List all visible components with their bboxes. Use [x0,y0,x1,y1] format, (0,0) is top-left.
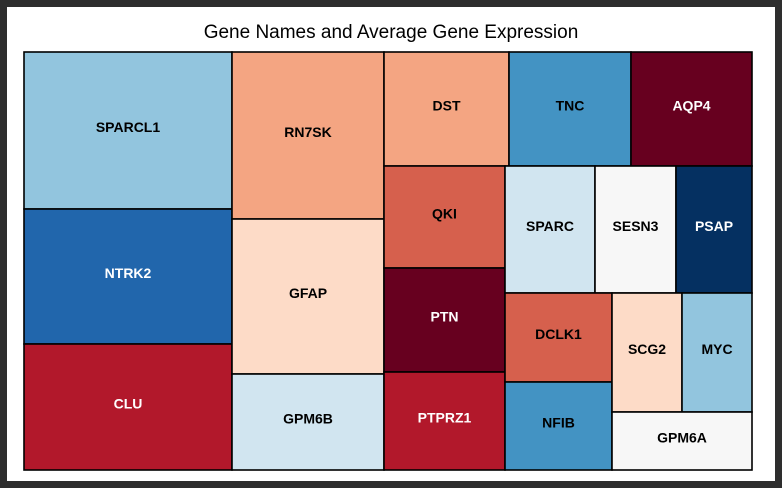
tile-rect-gpm6a [611,411,753,471]
tile-rect-clu [23,343,233,471]
tile-qki: QKI [383,165,506,269]
tile-label-gpm6b: GPM6B [283,411,333,427]
tile-ptprz1: PTPRZ1 [383,371,506,471]
tile-label-ptn: PTN [431,309,459,325]
tile-label-sparcl1: SPARCL1 [96,119,161,135]
tile-rect-gpm6b [231,373,385,471]
tile-rect-sesn3 [594,165,677,294]
tile-scg2: SCG2 [611,292,683,413]
tile-rect-psap [675,165,753,294]
tile-label-dst: DST [433,98,461,114]
tile-label-psap: PSAP [695,218,733,234]
tile-rect-scg2 [611,292,683,413]
tile-label-rn7sk: RN7SK [284,124,331,140]
tile-label-gfap: GFAP [289,285,327,301]
chart-title: Gene Names and Average Gene Expression [203,22,579,43]
tile-label-ptprz1: PTPRZ1 [418,410,472,426]
tile-aqp4: AQP4 [630,51,753,167]
tile-psap: PSAP [675,165,753,294]
tile-rect-myc [681,292,753,413]
tile-label-gpm6a: GPM6A [657,430,707,446]
tile-rect-dclk1 [504,292,613,383]
tile-ntrk2: NTRK2 [23,208,233,345]
tile-gpm6a: GPM6A [611,411,753,471]
tile-rect-tnc [508,51,632,167]
tile-tnc: TNC [508,51,632,167]
tile-nfib: NFIB [504,381,613,471]
tile-rect-aqp4 [630,51,753,167]
tile-label-qki: QKI [432,206,457,222]
tile-rect-qki [383,165,506,269]
tile-myc: MYC [681,292,753,413]
tile-label-nfib: NFIB [542,415,575,431]
tile-rect-sparcl1 [23,51,233,210]
tile-clu: CLU [23,343,233,471]
tile-dclk1: DCLK1 [504,292,613,383]
tile-label-clu: CLU [114,396,143,412]
tile-sesn3: SESN3 [594,165,677,294]
tile-label-sparc: SPARC [526,218,574,234]
tile-rect-ptprz1 [383,371,506,471]
tile-gpm6b: GPM6B [231,373,385,471]
tile-rect-dst [383,51,510,167]
tile-label-sesn3: SESN3 [613,218,659,234]
tile-label-ntrk2: NTRK2 [105,265,152,281]
tile-label-myc: MYC [701,341,732,357]
tile-gfap: GFAP [231,218,385,375]
tile-sparcl1: SPARCL1 [23,51,233,210]
tile-rn7sk: RN7SK [231,51,385,220]
tile-label-aqp4: AQP4 [672,98,710,114]
tile-label-dclk1: DCLK1 [535,326,582,342]
tile-rect-ptn [383,267,506,373]
tile-dst: DST [383,51,510,167]
tile-label-tnc: TNC [556,98,585,114]
tile-sparc: SPARC [504,165,596,294]
tile-ptn: PTN [383,267,506,373]
tile-label-scg2: SCG2 [628,341,666,357]
tile-rect-nfib [504,381,613,471]
